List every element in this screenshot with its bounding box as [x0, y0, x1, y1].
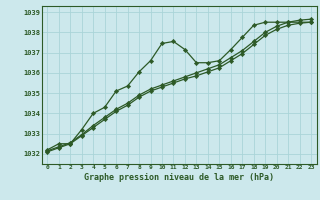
X-axis label: Graphe pression niveau de la mer (hPa): Graphe pression niveau de la mer (hPa): [84, 173, 274, 182]
